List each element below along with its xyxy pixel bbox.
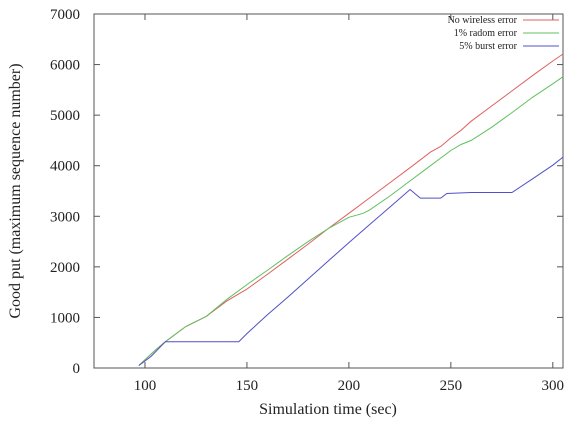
y-tick-label: 1000	[50, 310, 80, 326]
x-axis-title: Simulation time (sec)	[259, 401, 397, 418]
x-tick-label: 250	[440, 378, 463, 394]
tick-marks	[94, 13, 563, 369]
x-tick-label: 150	[236, 378, 259, 394]
y-tick-label: 4000	[50, 159, 80, 175]
x-tick-label: 100	[134, 378, 157, 394]
y-axis-title: Good put (maximum sequence number)	[7, 63, 24, 318]
y-tick-label: 0	[73, 361, 81, 377]
plot-area	[93, 13, 564, 369]
legend-label: 5% burst error	[459, 41, 517, 52]
y-tick-label: 5000	[50, 108, 80, 124]
legend: No wireless error 1% radom error 5% burst …	[448, 15, 559, 52]
x-tick-label: 300	[542, 378, 565, 394]
y-tick-label: 3000	[50, 209, 80, 225]
series-lines	[138, 53, 564, 366]
y-tick-label: 2000	[50, 260, 80, 276]
y-tick-label: 7000	[50, 7, 80, 23]
series-line-1	[138, 76, 564, 366]
legend-label: No wireless error	[448, 15, 518, 26]
y-tick-labels: 0 1000 2000 3000 4000 5000 6000 7000	[50, 7, 80, 377]
x-tick-label: 200	[338, 378, 361, 394]
x-tick-labels: 100 150 200 250 300	[134, 378, 564, 394]
series-line-2	[138, 156, 564, 366]
y-tick-label: 6000	[50, 58, 80, 74]
legend-label: 1% radom error	[454, 28, 518, 39]
